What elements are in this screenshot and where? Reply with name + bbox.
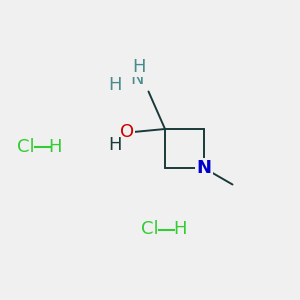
Text: H: H — [173, 220, 187, 238]
Text: H: H — [109, 76, 122, 94]
Text: Cl: Cl — [16, 138, 34, 156]
Text: H: H — [109, 136, 122, 154]
Text: N: N — [130, 70, 143, 88]
Text: H: H — [133, 58, 146, 76]
Text: O: O — [120, 123, 135, 141]
Text: Cl: Cl — [141, 220, 159, 238]
Text: N: N — [196, 159, 211, 177]
Text: H: H — [49, 138, 62, 156]
